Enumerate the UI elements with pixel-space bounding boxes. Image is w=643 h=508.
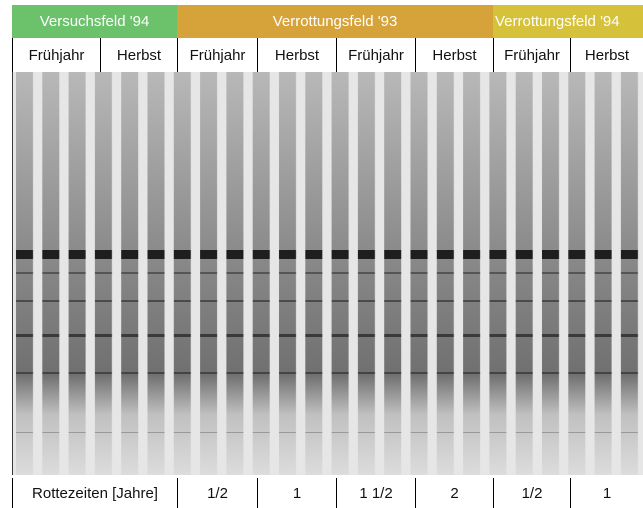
time-label: 1 1/2 [336, 478, 415, 508]
season-label: Herbst [415, 38, 493, 72]
season-label: Frühjahr [177, 38, 257, 72]
season-label: Frühjahr [493, 38, 570, 72]
group-label: Verrottungsfeld '93 [177, 5, 493, 38]
season-label: Herbst [257, 38, 336, 72]
season-label: Frühjahr [12, 38, 100, 72]
gel-image [12, 72, 643, 475]
season-label: Herbst [100, 38, 177, 72]
season-label: Herbst [570, 38, 643, 72]
time-label: 1 [257, 478, 336, 508]
group-label: Verrottungsfeld '94 [493, 5, 643, 38]
group-label: Versuchsfeld '94 [12, 5, 177, 38]
time-label: 1 [570, 478, 643, 508]
time-label: 1/2 [177, 478, 257, 508]
footer-label: Rottezeiten [Jahre] [12, 478, 177, 508]
season-label: Frühjahr [336, 38, 415, 72]
time-label: 1/2 [493, 478, 570, 508]
time-label: 2 [415, 478, 493, 508]
